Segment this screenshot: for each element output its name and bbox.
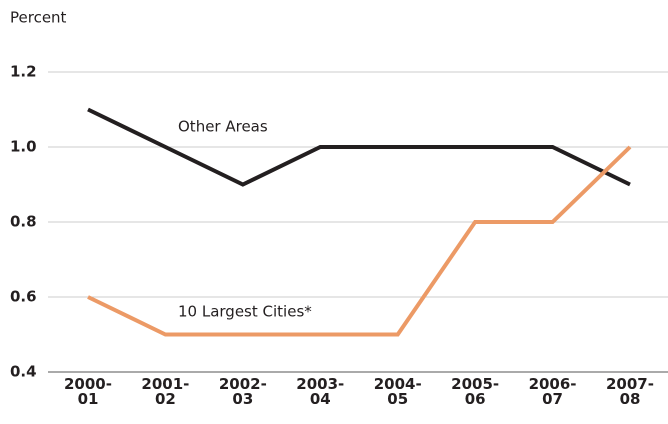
x-tick-label: 2004- 05: [373, 375, 422, 408]
x-tick-label: 2001- 02: [141, 375, 190, 408]
series-label: 10 Largest Cities*: [178, 303, 312, 321]
x-tick-label: 2002- 03: [218, 375, 267, 408]
series-line: [87, 107, 631, 187]
y-tick-label: 0.4: [10, 363, 37, 381]
y-tick-label: 1.0: [10, 138, 37, 156]
x-tick-label: 2006- 07: [528, 375, 577, 408]
x-tick-label: 2003- 04: [296, 375, 345, 408]
y-tick-label: 0.8: [10, 213, 37, 231]
y-tick-label: 0.6: [10, 288, 37, 306]
y-axis-label: Percent: [10, 9, 67, 27]
y-tick-label: 1.2: [10, 63, 37, 81]
series-line: [87, 145, 632, 337]
x-tick-label: 2000- 01: [64, 375, 112, 408]
x-tick-label: 2007- 08: [606, 375, 654, 408]
x-tick-label: 2005- 06: [451, 375, 500, 408]
series-label: Other Areas: [178, 118, 268, 136]
